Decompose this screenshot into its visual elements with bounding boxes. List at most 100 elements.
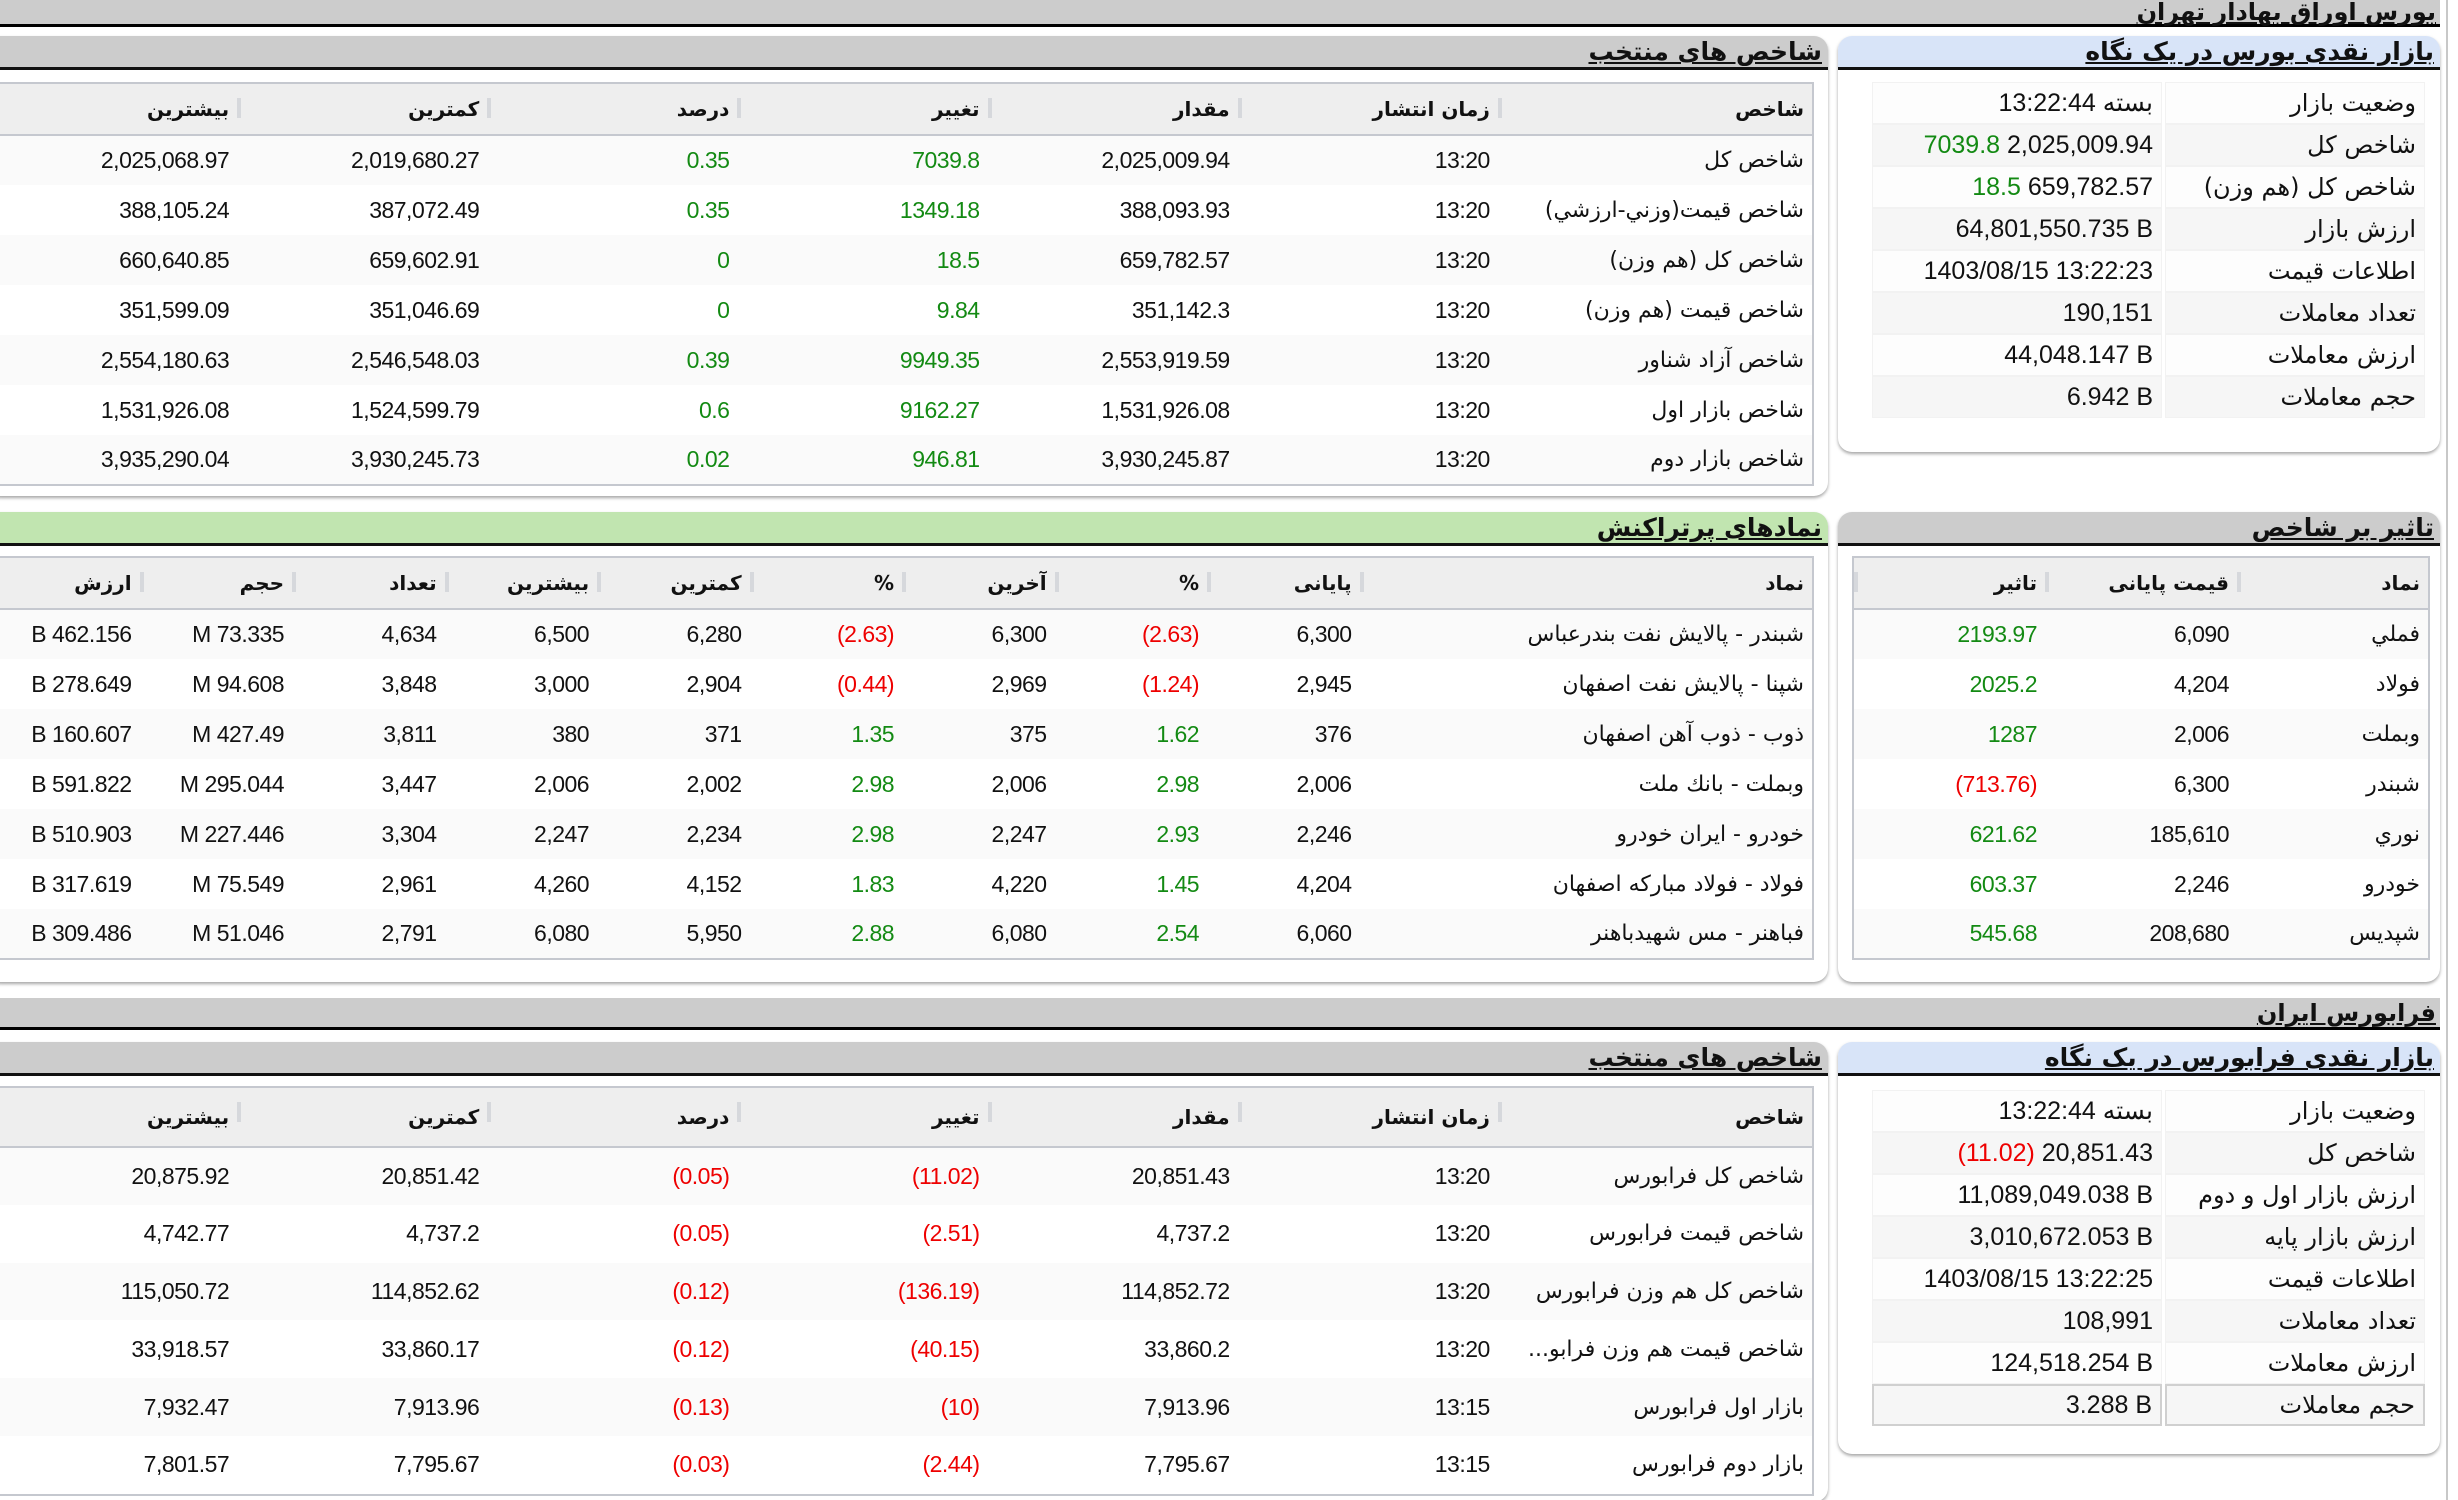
table-row[interactable]: نوري 185,610 621.62	[1853, 809, 2429, 859]
column-header[interactable]: %	[1054, 557, 1208, 610]
column-header[interactable]: زمان انتشار	[1237, 1087, 1498, 1149]
column-resize-handle[interactable]	[237, 98, 242, 118]
column-header[interactable]: بیشترین	[0, 83, 238, 136]
column-resize-handle[interactable]	[1054, 572, 1059, 592]
publish-time-cell: 13:20	[1237, 1262, 1498, 1321]
table-row[interactable]: شاخص آزاد شناور 13:20 2,553,919.59 9949.35 0…	[0, 335, 1813, 385]
column-header[interactable]: تغییر	[737, 1087, 988, 1149]
column-header[interactable]: درصد	[487, 1087, 738, 1149]
glance-label: ارزش بازار پایه	[2165, 1216, 2425, 1258]
column-header[interactable]: حجم	[139, 557, 293, 610]
column-header[interactable]: ارزش	[0, 557, 140, 610]
column-header[interactable]: مقدار	[987, 83, 1238, 136]
column-resize-handle[interactable]	[987, 1102, 992, 1122]
tse-indices-title[interactable]: شاخص های منتخب	[0, 36, 1828, 70]
column-resize-handle[interactable]	[1237, 1102, 1242, 1122]
ifb-indices-title[interactable]: شاخص های منتخب	[0, 1042, 1828, 1076]
table-row[interactable]: فولاد - فولاد مباركه اصفهان 4,204 1.45 4,22…	[0, 859, 1813, 909]
table-row[interactable]: بازار دوم فرابورس 13:15 7,795.67 (2.44) (0.0…	[0, 1436, 1813, 1494]
column-header[interactable]: نماد	[2237, 557, 2429, 610]
column-resize-handle[interactable]	[1207, 572, 1212, 592]
glance-label: حجم معاملات	[2165, 376, 2425, 418]
column-header[interactable]: مقدار	[987, 1087, 1238, 1149]
table-row[interactable]: فباهنر - مس شهيدباهنر 6,060 2.54 6,080 2.88 5…	[0, 909, 1813, 959]
column-header[interactable]: تاثیر	[1853, 557, 2045, 610]
column-resize-handle[interactable]	[292, 572, 297, 592]
column-resize-handle[interactable]	[2237, 572, 2241, 592]
column-resize-handle[interactable]	[1237, 98, 1242, 118]
column-header[interactable]: قیمت پایانی	[2045, 557, 2237, 610]
column-resize-handle[interactable]	[749, 572, 754, 592]
tse-impact-panel: تاثیر بر شاخص نماد قیمت پایانی تاثیر فملي 6,…	[1838, 512, 2440, 982]
column-header[interactable]: نماد	[1359, 557, 1813, 610]
min-cell: 3,930,245.73	[237, 435, 488, 485]
tse-most-traded-title[interactable]: نمادهای پرتراکنش	[0, 512, 1828, 546]
tse-impact-title[interactable]: تاثیر بر شاخص	[1838, 512, 2440, 546]
column-resize-handle[interactable]	[487, 98, 492, 118]
column-header-label: قیمت پایانی	[2108, 571, 2229, 595]
column-header[interactable]: تعداد	[292, 557, 445, 610]
table-row[interactable]: خودرو - ايران خودرو 2,246 2.93 2,247 2.98 2,2…	[0, 809, 1813, 859]
table-row[interactable]: شپديس 208,680 545.68	[1853, 909, 2429, 959]
tse-glance-title[interactable]: بازار نقدی بورس در یک نگاه	[1838, 36, 2440, 70]
column-resize-handle[interactable]	[444, 572, 449, 592]
table-row[interactable]: ذوب - ذوب آهن اصفهان 376 1.62 375 1.35 371 380…	[0, 709, 1813, 759]
table-row[interactable]: فولاد 4,204 2025.2	[1853, 659, 2429, 709]
table-row[interactable]: شاخص بازار اول 13:20 1,531,926.08 9162.27 0.…	[0, 385, 1813, 435]
table-row[interactable]: وبملت - بانك ملت 2,006 2.98 2,006 2.98 2,002 2…	[0, 759, 1813, 809]
column-resize-handle[interactable]	[737, 1102, 742, 1122]
table-row[interactable]: خودرو 2,246 603.37	[1853, 859, 2429, 909]
table-row[interactable]: بازار اول فرابورس 13:15 7,913.96 (10) (0.13)…	[0, 1378, 1813, 1436]
ifb-glance-title[interactable]: بازار نقدی فرابورس در یک نگاه	[1838, 1042, 2440, 1076]
table-row[interactable]: شپنا - پالايش نفت اصفهان 2,945 (1.24) 2,969…	[0, 659, 1813, 709]
max-cell: 4,742.77	[143, 1220, 230, 1247]
last-percent-cell: 2.98	[851, 770, 895, 797]
table-row[interactable]: شاخص کل فرابورس 13:20 20,851.43 (11.02) (0.0…	[0, 1147, 1813, 1205]
column-resize-handle[interactable]	[987, 98, 992, 118]
column-resize-handle[interactable]	[237, 1102, 242, 1122]
column-header[interactable]: کمترین	[597, 557, 750, 610]
column-header[interactable]: تغییر	[737, 83, 988, 136]
column-resize-handle[interactable]	[1854, 572, 1858, 592]
table-row[interactable]: شبندر 6,300 (713.76)	[1853, 759, 2429, 809]
column-header[interactable]: شاخص	[1497, 83, 1813, 136]
column-header[interactable]: کمترین	[237, 1087, 488, 1149]
close-price-cell: 2,006	[2045, 709, 2237, 759]
column-header[interactable]: بیشترین	[0, 1087, 238, 1149]
column-header-label: کمترین	[670, 571, 742, 595]
column-header[interactable]: زمان انتشار	[1237, 83, 1498, 136]
column-resize-handle[interactable]	[902, 572, 907, 592]
table-row[interactable]: شاخص کل (هم وزن) 13:20 659,782.57 18.5 0 659,…	[0, 235, 1813, 285]
column-header[interactable]: درصد	[487, 83, 738, 136]
column-resize-handle[interactable]	[1359, 572, 1364, 592]
column-resize-handle[interactable]	[1497, 98, 1502, 118]
table-row[interactable]: وبملت 2,006 1287	[1853, 709, 2429, 759]
tse-most-traded-table: نماد پایانی% آخرین% کمترین بیشترین تعداد حجم ار…	[0, 556, 1814, 960]
glance-value-text: 11,089,049.038 B	[1957, 1180, 2153, 1209]
table-row[interactable]: شاخص قیمت(وزني-ارزشي) 13:20 388,093.93 1349…	[0, 185, 1813, 235]
column-header-label: کمترین	[408, 1105, 480, 1130]
table-row[interactable]: فملي 6,090 2193.97	[1853, 609, 2429, 659]
column-resize-handle[interactable]	[139, 572, 144, 592]
column-resize-handle[interactable]	[2045, 572, 2049, 592]
column-header[interactable]: آخرین	[902, 557, 1055, 610]
column-resize-handle[interactable]	[737, 98, 742, 118]
column-resize-handle[interactable]	[597, 572, 602, 592]
publish-time-cell: 13:20	[1434, 396, 1491, 423]
table-row[interactable]: شاخص قیمت هم وزن فرابو... 13:20 33,860.2 (4…	[0, 1320, 1813, 1378]
column-header[interactable]: بیشترین	[444, 557, 598, 610]
column-resize-handle[interactable]	[487, 1102, 492, 1122]
column-resize-handle[interactable]	[1497, 1102, 1502, 1122]
column-header[interactable]: کمترین	[237, 83, 488, 136]
column-header[interactable]: پایانی	[1207, 557, 1360, 610]
column-header[interactable]: %	[749, 557, 903, 610]
table-row[interactable]: شاخص کل هم وزن فرابورس 13:20 114,852.72 (13…	[0, 1262, 1813, 1321]
table-row[interactable]: شاخص کل 13:20 2,025,009.94 7039.8 0.35 2,019,…	[0, 135, 1813, 185]
glance-value: بسته 13:22:44	[1872, 82, 2162, 124]
glance-label: شاخص کل	[2165, 124, 2425, 166]
table-row[interactable]: شاخص بازار دوم 13:20 3,930,245.87 946.81 0.0…	[0, 435, 1813, 485]
table-row[interactable]: شاخص قیمت (هم وزن) 13:20 351,142.3 9.84 0 351…	[0, 285, 1813, 335]
column-header[interactable]: شاخص	[1497, 1087, 1813, 1149]
table-row[interactable]: شبندر - پالايش نفت بندرعباس 6,300 (2.63) 6,…	[0, 609, 1813, 659]
table-row[interactable]: شاخص قیمت فرابورس 13:20 4,737.2 (2.51) (0.05…	[0, 1205, 1813, 1263]
